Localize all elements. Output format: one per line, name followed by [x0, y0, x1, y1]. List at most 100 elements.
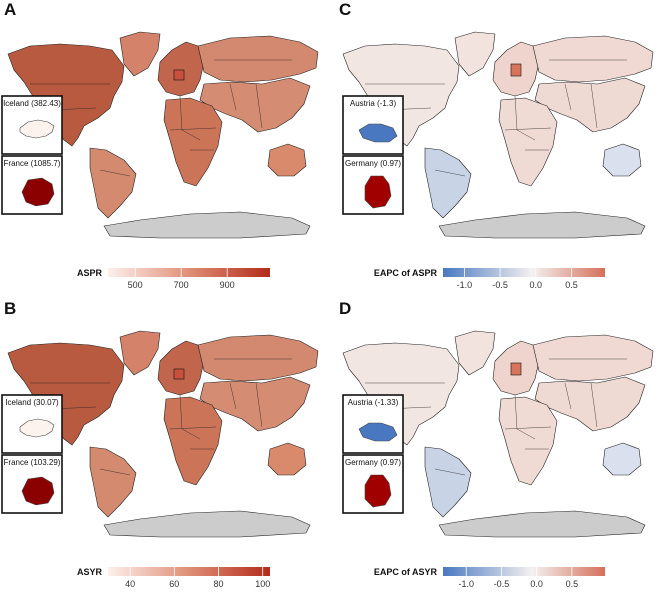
- panel-b: B Iceland (30.07) France (103.29) ASYR 40 60…: [0, 299, 334, 598]
- region-antarctica: [438, 211, 646, 239]
- region-africa: [163, 97, 223, 187]
- region-sa: [89, 446, 137, 518]
- inset-label: Austria (-1.3): [350, 99, 397, 108]
- inset-germany: Germany (0.97): [342, 155, 404, 215]
- region-highlight: [510, 63, 522, 77]
- inset-iceland: Iceland (30.07): [1, 394, 63, 454]
- legend-tick-label: 40: [125, 579, 135, 589]
- region-australia: [267, 442, 307, 476]
- panel-letter: B: [4, 299, 17, 318]
- panel-letter: C: [339, 0, 352, 19]
- country-border: [255, 382, 263, 428]
- inset-label: France (1085.7): [4, 159, 61, 168]
- map-svg: Austria (-1.3) Germany (0.97) EAPC of ASPR…: [342, 31, 654, 290]
- legend-colorbar: [443, 567, 605, 576]
- country-border: [99, 468, 131, 476]
- country-border: [99, 169, 131, 177]
- map-svg: Austria (-1.33) Germany (0.97) EAPC of ASY…: [342, 330, 654, 589]
- inset-label: France (103.29): [4, 458, 61, 467]
- germany-icon: [364, 474, 392, 508]
- world-map: [7, 31, 319, 239]
- legend-tick-label: -0.5: [494, 579, 510, 589]
- inset-label: Germany (0.97): [345, 159, 401, 168]
- region-highlight: [173, 69, 185, 81]
- country-border: [255, 83, 263, 129]
- legend-colorbar: [108, 567, 270, 576]
- panel-letter: D: [339, 299, 352, 318]
- germany-icon: [364, 175, 392, 209]
- region-africa: [163, 396, 223, 486]
- region-highlight: [510, 362, 522, 376]
- country-border: [179, 394, 201, 440]
- panel-a: A Iceland (382.43) France (1085.7) ASPR 500…: [0, 0, 334, 299]
- region-greenland: [454, 330, 496, 376]
- legend-tick-label: 900: [220, 280, 235, 290]
- country-border: [590, 83, 598, 129]
- inset-austria: Austria (-1.3): [342, 95, 404, 155]
- region-russia: [197, 35, 319, 83]
- inset-france: France (103.29): [1, 454, 63, 514]
- map-svg: Iceland (382.43) France (1085.7) ASPR 500 70…: [1, 31, 319, 290]
- legend-tick-label: 60: [169, 579, 179, 589]
- world-map: [7, 330, 319, 538]
- region-sa: [89, 147, 137, 219]
- region-greenland: [454, 31, 496, 77]
- region-asia: [534, 77, 646, 133]
- country-border: [564, 83, 572, 111]
- iceland-icon: [19, 418, 55, 438]
- legend-title: EAPC of ASPR: [374, 268, 438, 278]
- region-europe: [157, 340, 205, 396]
- region-europe: [157, 41, 205, 97]
- region-antarctica: [438, 510, 646, 538]
- austria-icon: [358, 422, 398, 442]
- inset-iceland: Iceland (382.43): [1, 95, 63, 155]
- legend-tick-label: 0.0: [530, 280, 543, 290]
- inset-austria: Austria (-1.33): [342, 394, 404, 454]
- inset-label: Germany (0.97): [345, 458, 401, 467]
- country-border: [169, 127, 217, 131]
- inset-label: Austria (-1.33): [348, 398, 399, 407]
- region-africa: [498, 396, 558, 486]
- world-map: [342, 330, 654, 538]
- world-map: [342, 31, 654, 239]
- legend: EAPC of ASPR -1.0 -0.5 0.0 0.5: [374, 268, 605, 290]
- country-border: [229, 382, 237, 410]
- country-border: [504, 426, 552, 430]
- country-border: [564, 382, 572, 410]
- region-sa: [424, 446, 472, 518]
- region-russia: [532, 35, 654, 83]
- country-border: [514, 394, 536, 440]
- france-icon: [21, 177, 55, 207]
- country-border: [504, 127, 552, 131]
- region-asia: [534, 376, 646, 432]
- map-svg: Iceland (30.07) France (103.29) ASYR 40 60 80…: [1, 330, 319, 589]
- region-asia: [199, 376, 311, 432]
- austria-icon: [358, 123, 398, 143]
- legend: EAPC of ASYR -1.0 -0.5 0.0 0.5: [374, 567, 605, 589]
- region-australia: [602, 442, 642, 476]
- region-russia: [532, 334, 654, 382]
- country-border: [229, 83, 237, 111]
- country-border: [434, 468, 466, 476]
- region-greenland: [119, 31, 161, 77]
- country-border: [514, 95, 536, 141]
- country-border: [169, 426, 217, 430]
- legend-title: ASYR: [77, 567, 103, 577]
- country-border: [434, 169, 466, 177]
- legend-tick-label: -1.0: [457, 280, 473, 290]
- iceland-icon: [19, 119, 55, 139]
- france-icon: [21, 476, 55, 506]
- region-australia: [602, 143, 642, 177]
- panel-c: C Austria (-1.3) Germany (0.97) EAPC of AS…: [335, 0, 669, 299]
- country-border: [179, 95, 201, 141]
- region-russia: [197, 334, 319, 382]
- legend-tick-label: -1.0: [458, 579, 474, 589]
- region-asia: [199, 77, 311, 133]
- legend-title: ASPR: [77, 268, 103, 278]
- region-highlight: [173, 368, 185, 380]
- inset-label: Iceland (30.07): [5, 398, 59, 407]
- inset-france: France (1085.7): [1, 155, 63, 215]
- legend-tick-label: 100: [255, 579, 270, 589]
- legend-tick-label: 0.5: [565, 280, 578, 290]
